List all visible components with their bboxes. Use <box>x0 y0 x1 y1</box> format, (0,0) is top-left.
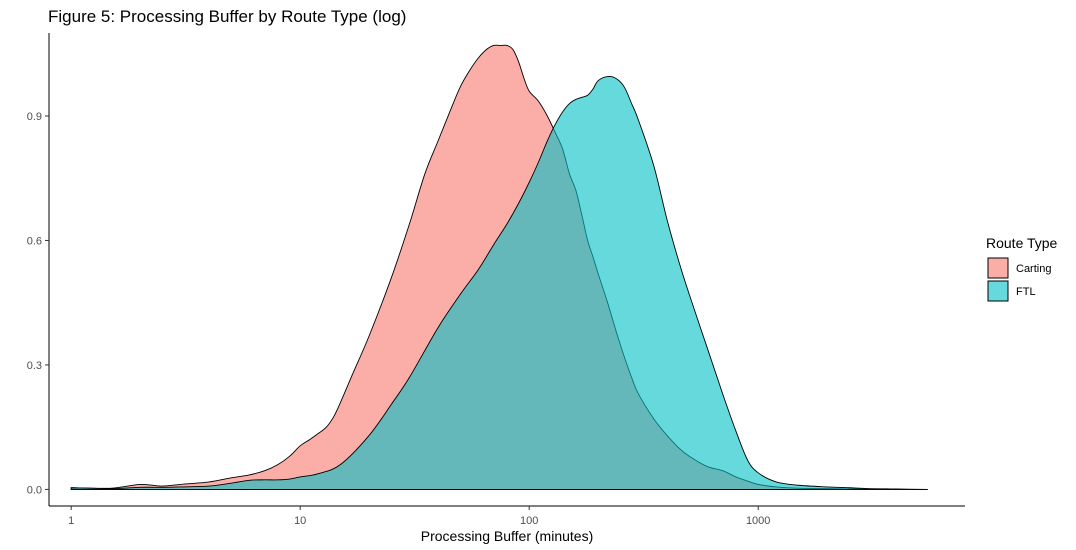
x-tick-label: 10 <box>294 515 306 527</box>
legend-swatch <box>987 280 1009 302</box>
legend: Route Type Carting FTL <box>986 235 1058 302</box>
legend-item-carting: Carting <box>987 257 1051 279</box>
x-axis-title: Processing Buffer (minutes) <box>421 528 593 544</box>
x-tick-label: 1 <box>68 515 74 527</box>
density-areas <box>70 44 928 490</box>
legend-title: Route Type <box>986 235 1058 251</box>
density-area-ftl <box>70 76 928 490</box>
y-tick-label: 0.9 <box>27 111 42 123</box>
y-tick-label: 0.0 <box>27 484 42 496</box>
chart-title: Figure 5: Processing Buffer by Route Typ… <box>48 7 406 26</box>
legend-item-ftl: FTL <box>987 280 1036 302</box>
x-tick-label: 1000 <box>746 515 770 527</box>
legend-entries: Carting FTL <box>987 257 1051 302</box>
y-tick-label: 0.6 <box>27 235 42 247</box>
legend-label: Carting <box>1016 263 1051 275</box>
legend-swatch <box>987 257 1009 279</box>
legend-label: FTL <box>1016 286 1036 298</box>
y-tick-label: 0.3 <box>27 360 42 372</box>
x-ticks: 1 10 100 1000 <box>68 506 770 527</box>
y-ticks: 0.0 0.3 0.6 0.9 <box>27 111 49 496</box>
x-tick-label: 100 <box>520 515 538 527</box>
